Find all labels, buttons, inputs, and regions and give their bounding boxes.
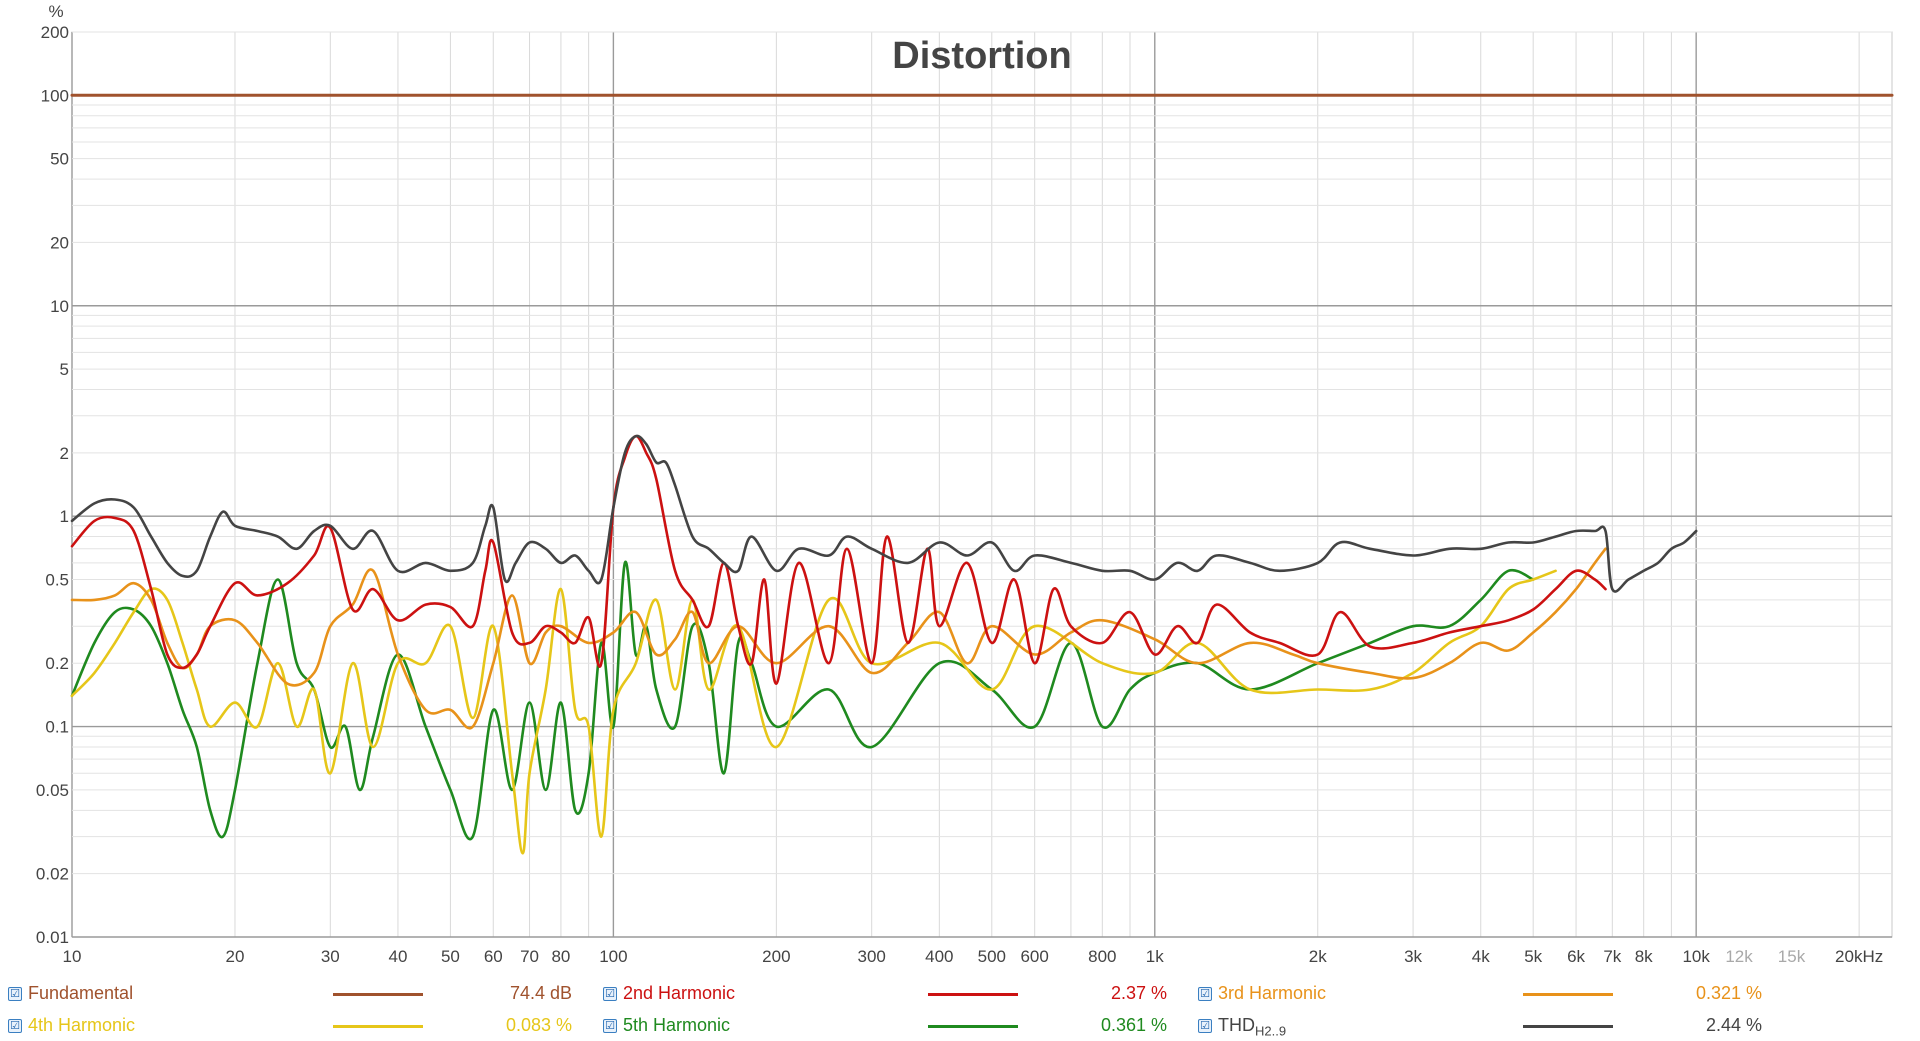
series-line-3rd-harmonic xyxy=(70,547,1607,730)
x-tick-label: 2k xyxy=(1309,947,1327,966)
legend-name-2nd-harmonic: 2nd Harmonic xyxy=(623,983,736,1003)
x-tick-label: 4k xyxy=(1472,947,1490,966)
y-tick-label: 0.5 xyxy=(45,571,69,590)
x-tick-label: 500 xyxy=(978,947,1006,966)
legend-value-3rd-harmonic: 0.321 % xyxy=(1695,983,1762,1003)
y-tick-label: 10 xyxy=(50,297,69,316)
legend-item-2nd-harmonic[interactable]: ☑ 2nd Harmonic 2.37 % xyxy=(603,983,1173,1009)
x-axis-tick-labels: 10 20 30 40 50 60 70 80 100 200 300 400 500 600 800 1k 2… xyxy=(63,947,1884,966)
x-tick-label: 20kHz xyxy=(1835,947,1883,966)
legend-item-fundamental[interactable]: ☑ Fundamental 74.4 dB xyxy=(8,983,578,1009)
x-tick-label: 15k xyxy=(1778,947,1806,966)
y-axis-tick-labels: 200 100 50 20 10 5 2 1 0.5 0.2 0.1 0.05 0.02 0.01 xyxy=(36,23,69,947)
series-line-4th-harmonic xyxy=(70,569,1557,855)
y-tick-label: 20 xyxy=(50,233,69,252)
x-tick-label: 60 xyxy=(484,947,503,966)
grid-lines xyxy=(71,31,1892,938)
legend-value-5th-harmonic: 0.361 % xyxy=(1100,1015,1167,1035)
legend-value-2nd-harmonic: 2.37 % xyxy=(1110,983,1167,1003)
checkbox-4th-harmonic[interactable]: ☑ xyxy=(8,1019,22,1033)
x-tick-label: 400 xyxy=(925,947,953,966)
y-tick-label: 50 xyxy=(50,150,69,169)
checkbox-3rd-harmonic[interactable]: ☑ xyxy=(1198,987,1212,1001)
legend-item-3rd-harmonic[interactable]: ☑ 3rd Harmonic 0.321 % xyxy=(1198,983,1768,1009)
y-tick-label: 200 xyxy=(41,23,69,42)
legend-name-3rd-harmonic: 3rd Harmonic xyxy=(1218,983,1327,1003)
legend-item-thd[interactable]: ☑ THDH2..9 2.44 % xyxy=(1198,1015,1768,1041)
legend-name-4th-harmonic: 4th Harmonic xyxy=(28,1015,136,1035)
legend-value-4th-harmonic: 0.083 % xyxy=(505,1015,572,1035)
x-tick-label: 10 xyxy=(63,947,82,966)
x-tick-label: 1k xyxy=(1146,947,1164,966)
y-tick-label: 2 xyxy=(60,444,69,463)
series-lines xyxy=(70,93,1894,855)
legend: ☑ Fundamental 74.4 dB ☑ 2nd Harmonic 2.3… xyxy=(0,973,1920,1039)
y-tick-label: 0.05 xyxy=(36,781,69,800)
legend-name-thd: THDH2..9 xyxy=(1218,1015,1286,1039)
series-line-thd xyxy=(70,434,1698,593)
y-tick-label: 0.01 xyxy=(36,928,69,947)
x-tick-label: 200 xyxy=(762,947,790,966)
legend-swatch-thd xyxy=(1523,1025,1613,1028)
y-tick-label: 0.2 xyxy=(45,654,69,673)
legend-swatch-4th-harmonic xyxy=(333,1025,423,1028)
x-tick-label: 300 xyxy=(858,947,886,966)
legend-name-thd-sub: H2..9 xyxy=(1255,1023,1287,1039)
chart-title: Distortion xyxy=(892,35,1071,77)
legend-swatch-fundamental xyxy=(333,993,423,996)
x-tick-label: 12k xyxy=(1725,947,1753,966)
x-tick-label: 6k xyxy=(1567,947,1585,966)
y-tick-label: 0.1 xyxy=(45,718,69,737)
legend-name-thd-main: THD xyxy=(1218,1015,1255,1035)
x-tick-label: 600 xyxy=(1020,947,1048,966)
legend-item-5th-harmonic[interactable]: ☑ 5th Harmonic 0.361 % xyxy=(603,1015,1173,1041)
x-tick-label: 10k xyxy=(1682,947,1710,966)
x-tick-label: 8k xyxy=(1635,947,1653,966)
series-line-5th-harmonic xyxy=(70,560,1535,841)
checkbox-5th-harmonic[interactable]: ☑ xyxy=(603,1019,617,1033)
x-tick-label: 40 xyxy=(388,947,407,966)
y-tick-label: 1 xyxy=(60,507,69,526)
x-tick-label: 800 xyxy=(1088,947,1116,966)
legend-swatch-2nd-harmonic xyxy=(928,993,1018,996)
checkbox-thd[interactable]: ☑ xyxy=(1198,1019,1212,1033)
x-tick-label: 5k xyxy=(1524,947,1542,966)
y-tick-label: 5 xyxy=(60,360,69,379)
legend-swatch-5th-harmonic xyxy=(928,1025,1018,1028)
x-tick-label: 100 xyxy=(599,947,627,966)
legend-swatch-3rd-harmonic xyxy=(1523,993,1613,996)
checkbox-2nd-harmonic[interactable]: ☑ xyxy=(603,987,617,1001)
x-tick-label: 80 xyxy=(551,947,570,966)
y-tick-label: 0.02 xyxy=(36,865,69,884)
legend-value-thd: 2.44 % xyxy=(1705,1015,1762,1035)
legend-name-5th-harmonic: 5th Harmonic xyxy=(623,1015,731,1035)
legend-name-fundamental: Fundamental xyxy=(28,983,134,1003)
x-tick-label: 70 xyxy=(520,947,539,966)
plot-area xyxy=(71,31,1893,938)
y-axis-unit: % xyxy=(48,2,63,21)
x-tick-label: 20 xyxy=(226,947,245,966)
series-line-2nd-harmonic xyxy=(70,434,1607,685)
legend-value-fundamental: 74.4 dB xyxy=(509,983,572,1003)
x-tick-label: 30 xyxy=(321,947,340,966)
x-tick-label: 3k xyxy=(1404,947,1422,966)
x-tick-label: 50 xyxy=(441,947,460,966)
y-tick-label: 100 xyxy=(41,86,69,105)
x-tick-label: 7k xyxy=(1603,947,1621,966)
checkbox-fundamental[interactable]: ☑ xyxy=(8,987,22,1001)
legend-item-4th-harmonic[interactable]: ☑ 4th Harmonic 0.083 % xyxy=(8,1015,578,1041)
